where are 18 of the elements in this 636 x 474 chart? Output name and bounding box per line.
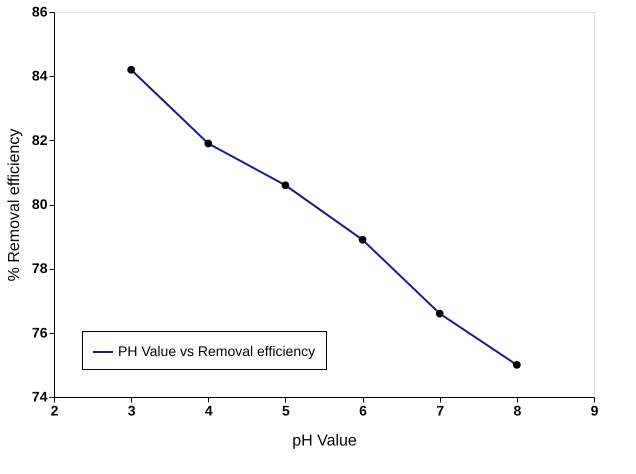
y-tick-label: 78 bbox=[32, 260, 48, 276]
y-tick-label: 82 bbox=[32, 132, 48, 148]
y-tick-label: 84 bbox=[32, 68, 48, 84]
y-tick-label: 80 bbox=[32, 196, 48, 212]
x-tick-label: 5 bbox=[282, 402, 290, 418]
x-tick-label: 8 bbox=[513, 402, 522, 418]
x-tick-label: 7 bbox=[436, 402, 444, 418]
x-tick-label: 6 bbox=[359, 402, 368, 418]
y-tick-label: 86 bbox=[32, 4, 48, 20]
x-tick-label: 9 bbox=[590, 402, 599, 418]
y-tick-label: 76 bbox=[32, 324, 48, 340]
y-axis-title: % Removal efficiency bbox=[6, 128, 23, 282]
x-tick-label: 3 bbox=[128, 402, 136, 418]
y-tick-label: 74 bbox=[32, 388, 48, 404]
x-axis-title: pH Value bbox=[292, 432, 357, 450]
legend-label: PH Value vs Removal efficiency bbox=[118, 343, 316, 359]
x-tick-label: 4 bbox=[204, 402, 213, 418]
x-tick-label: 2 bbox=[50, 402, 59, 418]
